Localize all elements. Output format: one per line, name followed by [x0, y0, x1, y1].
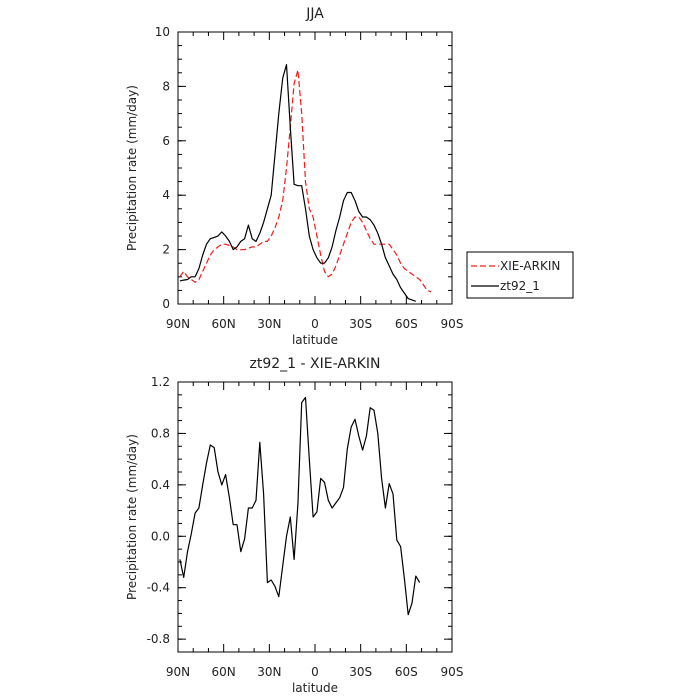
chart-0-x-tick-label: 30N	[257, 317, 281, 331]
chart-0-x-axis-title: latitude	[292, 333, 338, 347]
chart-1-title: zt92_1 - XIE-ARKIN	[250, 356, 381, 372]
chart-0-legend-label-0: XIE-ARKIN	[500, 259, 560, 273]
chart-1-y-tick-label: 0.4	[151, 478, 170, 492]
chart-0-y-tick-label: 10	[155, 25, 170, 39]
chart-0-series-line-1	[179, 63, 417, 302]
chart-0-legend-box	[466, 251, 574, 299]
chart-0-plot-frame	[177, 31, 453, 305]
chart-0-y-tick-label: 6	[162, 134, 170, 148]
chart-1-y-tick-label: 1.2	[151, 375, 170, 389]
bottom-chart-difference: zt92_1 - XIE-ARKIN 90N 60N 30N 0 30S 60S 90S 1.2…	[125, 356, 463, 695]
chart-1-x-tick-label: 60N	[212, 665, 236, 679]
chart-1-y-tick-label: -0.8	[147, 632, 170, 646]
chart-1-x-axis-title: latitude	[292, 681, 338, 695]
chart-1-y-tick-label: 0.8	[151, 426, 170, 440]
top-chart-jja: JJA 90N 60N 30N 0 30S 60S 90S 0 2 4 6 8 10 latitude Pre…	[125, 6, 574, 347]
chart-1-x-tick-label: 30S	[349, 665, 372, 679]
chart-0-x-tick-label: 60S	[395, 317, 418, 331]
chart-1-x-tick-label: 30N	[257, 665, 281, 679]
chart-1-y-axis-title: Precipitation rate (mm/day)	[125, 434, 139, 600]
chart-0-x-tick-label: 0	[311, 317, 319, 331]
chart-1-series-line-0	[179, 396, 421, 616]
chart-0-y-tick-label: 2	[162, 243, 170, 257]
chart-0-title: JJA	[305, 6, 324, 22]
chart-0-x-tick-label: 30S	[349, 317, 372, 331]
chart-0-y-axis-title: Precipitation rate (mm/day)	[125, 85, 139, 251]
chart-0-x-tick-label: 90S	[441, 317, 464, 331]
chart-1-y-tick-label: -0.4	[147, 581, 170, 595]
chart-1-x-tick-label: 0	[311, 665, 319, 679]
chart-0-y-tick-label: 0	[162, 297, 170, 311]
chart-0-y-tick-label: 8	[162, 79, 170, 93]
chart-0-series-line-0	[179, 69, 432, 293]
chart-1-plot-frame	[177, 381, 453, 653]
chart-0-legend-label-1: zt92_1	[500, 279, 540, 293]
chart-1-x-tick-label: 90S	[441, 665, 464, 679]
chart-1-x-tick-label: 90N	[166, 665, 190, 679]
chart-0-x-tick-label: 90N	[166, 317, 190, 331]
chart-1-y-tick-label: 0.0	[151, 529, 170, 543]
chart-0-x-tick-label: 60N	[212, 317, 236, 331]
chart-1-x-tick-label: 60S	[395, 665, 418, 679]
chart-0-y-tick-label: 4	[162, 188, 170, 202]
